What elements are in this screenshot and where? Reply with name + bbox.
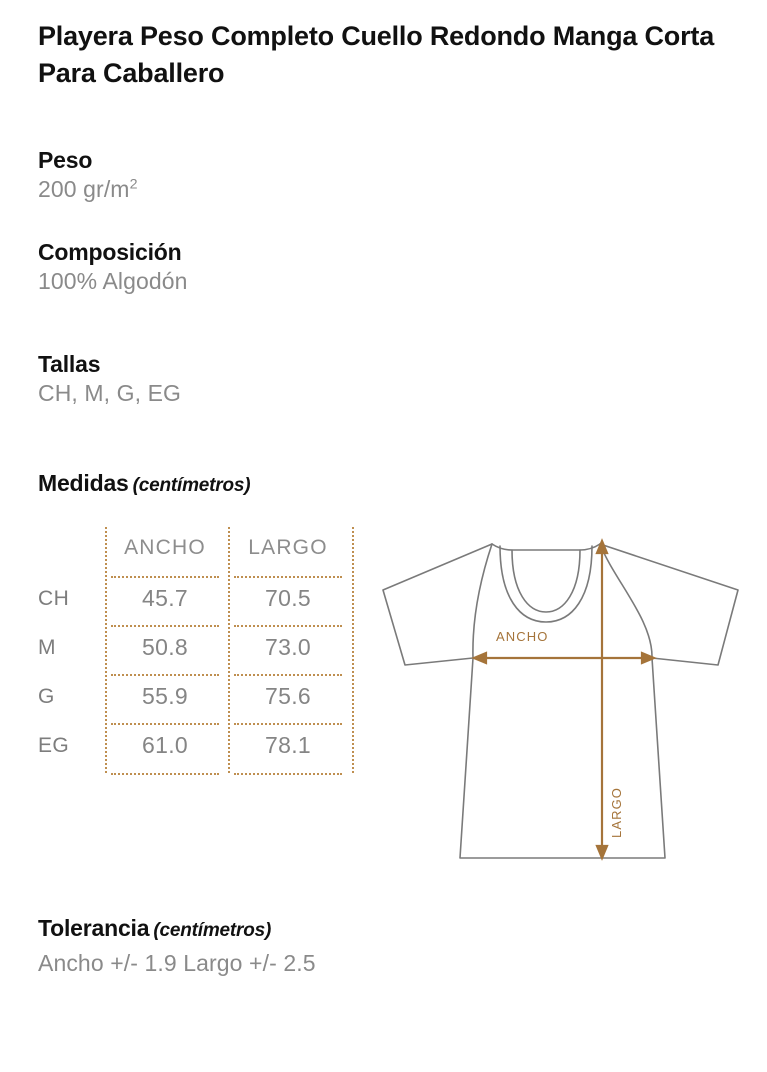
neckline-outer-curve (511, 549, 581, 613)
torso-side-seams-and-hem (459, 657, 666, 859)
left-sleeve-shape (382, 543, 493, 666)
spec-peso-label: Peso (38, 147, 93, 173)
table-column-header-largo: LARGO (248, 536, 328, 559)
table-cell-m-ancho: 50.8 (142, 634, 188, 660)
largo-arrow-label: LARGO (609, 787, 624, 838)
table-horizontal-rule-1-col1 (234, 625, 342, 627)
spec-peso-value-number: 200 gr/m (38, 175, 130, 202)
table-horizontal-rule-4-col0 (111, 773, 219, 775)
table-cell-g-ancho: 55.9 (142, 683, 188, 709)
largo-arrow-head-bottom (595, 844, 609, 861)
table-row-label-g: G (38, 685, 55, 708)
ancho-dimension-arrow (471, 651, 657, 665)
medidas-heading: Medidas (centímetros) (38, 470, 251, 497)
ancho-arrow-head-left (471, 651, 488, 665)
tolerancia-heading: Tolerancia (centímetros) (38, 915, 271, 942)
spec-composicion-label: Composición (38, 239, 182, 265)
table-cell-ch-largo: 70.5 (265, 585, 311, 611)
table-vertical-rule-1 (228, 527, 230, 773)
table-horizontal-rule-2-col0 (111, 674, 219, 676)
medidas-heading-unit: (centímetros) (132, 475, 251, 496)
spec-peso: Peso 200 gr/m2 (38, 146, 438, 205)
table-row-label-eg: EG (38, 734, 70, 757)
neckline-inner-curve (499, 545, 593, 623)
table-vertical-rule-0 (105, 527, 107, 773)
table-cell-eg-ancho: 61.0 (142, 732, 188, 758)
spec-tallas-label: Tallas (38, 351, 101, 377)
ancho-arrow-head-right (640, 651, 657, 665)
table-horizontal-rule-3-col0 (111, 723, 219, 725)
table-vertical-rule-2 (352, 527, 354, 773)
table-row-label-ch: CH (38, 587, 70, 610)
table-horizontal-rule-3-col1 (234, 723, 342, 725)
table-cell-g-largo: 75.6 (265, 683, 311, 709)
tshirt-diagram: ANCHO LARGO (370, 520, 760, 880)
largo-dimension-arrow (595, 538, 609, 861)
neckline-shoulder-line (491, 543, 601, 551)
table-row-label-m: M (38, 636, 56, 659)
measurements-table: ANCHO LARGO CH 45.7 70.5 M 50.8 73.0 G 55.9 75.6 EG… (34, 527, 364, 775)
table-horizontal-rule-2-col1 (234, 674, 342, 676)
tshirt-body-outline (382, 543, 739, 859)
tolerancia-value: Ancho +/- 1.9 Largo +/- 2.5 (38, 950, 316, 976)
right-sleeve-shape (599, 543, 739, 666)
spec-composicion-value: 100% Algodón (38, 267, 188, 294)
table-column-header-ancho: ANCHO (124, 536, 206, 559)
measurements-table-grid: ANCHO LARGO CH 45.7 70.5 M 50.8 73.0 G 55.9 75.6 EG… (34, 527, 364, 775)
table-horizontal-rule-0-col1 (234, 576, 342, 578)
largo-arrow-head-top (595, 538, 609, 555)
spec-tallas-value: CH, M, G, EG (38, 379, 182, 406)
tolerancia-heading-text: Tolerancia (38, 915, 150, 941)
tshirt-outline-svg: ANCHO LARGO (382, 538, 739, 861)
table-cell-ch-ancho: 45.7 (142, 585, 188, 611)
spec-tallas: Tallas CH, M, G, EG (38, 350, 438, 409)
tolerancia-heading-unit: (centímetros) (153, 920, 272, 941)
product-title: Playera Peso Completo Cuello Redondo Man… (38, 21, 715, 89)
table-cell-eg-largo: 78.1 (265, 732, 311, 758)
spec-peso-value: 200 gr/m2 (38, 175, 438, 205)
table-horizontal-rule-4-col1 (234, 773, 342, 775)
medidas-heading-text: Medidas (38, 470, 129, 496)
table-horizontal-rule-0-col0 (111, 576, 219, 578)
spec-composicion: Composición 100% Algodón (38, 238, 438, 297)
table-cell-m-largo: 73.0 (265, 634, 311, 660)
left-armscye-curve (472, 543, 493, 659)
table-horizontal-rule-1-col0 (111, 625, 219, 627)
ancho-arrow-label: ANCHO (496, 629, 548, 644)
right-armscye-curve (599, 543, 653, 659)
spec-peso-value-exponent: 2 (129, 176, 138, 193)
